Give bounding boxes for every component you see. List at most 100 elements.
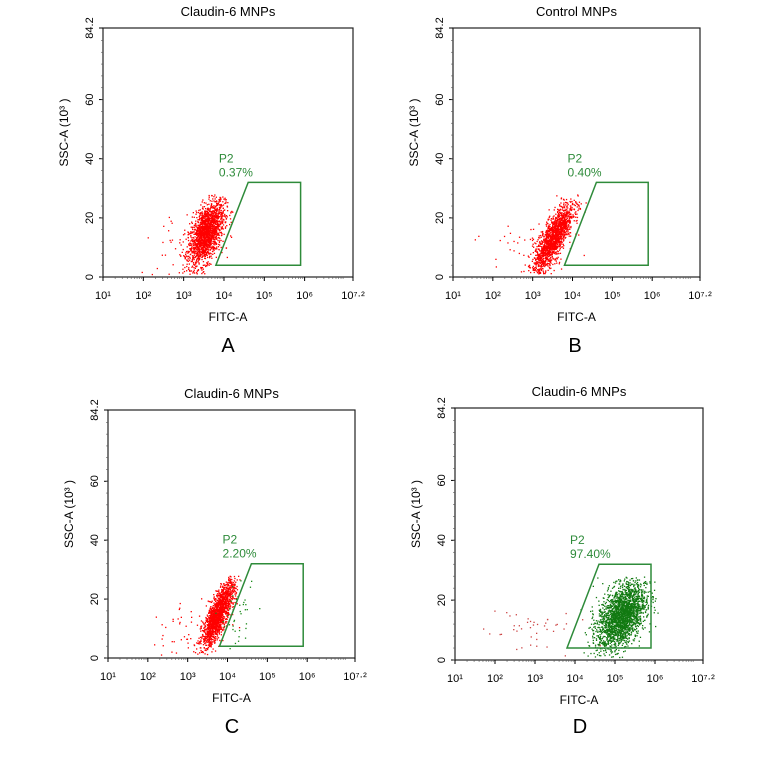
data-point: [199, 209, 201, 211]
data-point: [205, 232, 208, 234]
data-point: [539, 259, 541, 261]
data-point: [218, 621, 220, 624]
data-point: [211, 233, 213, 235]
data-point: [203, 234, 205, 236]
data-point: [567, 203, 569, 206]
data-point: [202, 232, 204, 234]
data-point: [578, 204, 580, 207]
data-point: [196, 211, 198, 214]
data-point: [201, 251, 203, 254]
data-point: [210, 646, 212, 648]
data-point: [195, 256, 197, 258]
data-point: [207, 208, 210, 211]
data-point: [550, 240, 552, 242]
data-point: [201, 211, 203, 213]
data-point: [567, 229, 569, 231]
data-point: [206, 238, 208, 240]
data-point: [189, 259, 191, 261]
data-point: [211, 231, 214, 233]
data-point: [564, 218, 566, 220]
data-point: [206, 204, 208, 206]
data-point: [552, 232, 554, 234]
data-point: [555, 251, 557, 253]
x-axis-label: FITC-A: [209, 310, 248, 324]
data-point: [222, 604, 224, 606]
data-point: [562, 243, 564, 245]
data-point: [559, 244, 561, 246]
data-point: [204, 629, 206, 631]
data-point: [207, 226, 209, 228]
data-point: [197, 211, 200, 214]
data-point: [562, 214, 564, 216]
data-point: [182, 264, 184, 266]
data-point: [218, 199, 220, 201]
data-point: [218, 240, 221, 242]
data-point: [238, 575, 240, 577]
data-point: [207, 631, 209, 634]
data-point: [550, 259, 552, 261]
data-point: [141, 271, 143, 274]
data-point: [560, 258, 562, 260]
data-point: [227, 583, 229, 585]
data-point: [207, 263, 209, 265]
data-point: [223, 622, 225, 624]
data-point: [207, 646, 210, 649]
data-point: [225, 605, 227, 607]
data-point: [547, 256, 549, 258]
data-point: [208, 194, 210, 197]
data-point: [538, 270, 540, 272]
data-point: [561, 218, 563, 220]
data-point: [202, 221, 204, 223]
data-point: [214, 244, 216, 246]
data-point: [197, 231, 199, 233]
data-point: [198, 244, 200, 246]
data-point: [548, 247, 550, 250]
data-point: [540, 252, 542, 255]
data-point: [214, 201, 216, 203]
data-point: [218, 613, 220, 615]
data-point: [513, 240, 515, 243]
data-point: [543, 254, 545, 256]
data-point: [189, 256, 191, 258]
data-point: [228, 576, 230, 579]
data-point: [200, 235, 202, 237]
data-point: [549, 223, 551, 226]
data-point: [201, 267, 204, 269]
data-point: [210, 236, 212, 238]
data-point: [537, 253, 539, 255]
data-point: [536, 262, 538, 264]
data-point: [222, 204, 225, 206]
data-point: [575, 211, 577, 213]
data-point: [188, 255, 190, 257]
data-point: [571, 215, 573, 217]
data-point: [558, 225, 560, 227]
data-point: [231, 210, 233, 213]
data-point: [205, 243, 207, 245]
data-point: [197, 224, 199, 226]
data-point: [207, 644, 209, 646]
data-point: [576, 216, 579, 219]
data-point: [543, 264, 545, 266]
data-point: [201, 234, 204, 236]
data-point: [541, 247, 543, 249]
data-point: [552, 223, 554, 225]
data-point: [553, 235, 556, 237]
data-point: [196, 273, 198, 275]
data-point: [560, 225, 562, 227]
data-point: [532, 258, 534, 261]
data-point: [545, 251, 547, 253]
data-point: [543, 249, 545, 251]
data-point: [209, 625, 211, 627]
data-point: [208, 213, 211, 216]
data-point: [559, 224, 561, 226]
data-point: [220, 204, 222, 206]
data-point: [547, 263, 550, 265]
data-point: [539, 241, 541, 243]
data-point: [184, 257, 186, 259]
data-point: [208, 600, 210, 603]
data-point: [554, 228, 556, 231]
data-point: [540, 252, 542, 254]
data-point: [559, 234, 562, 236]
data-point: [220, 227, 222, 229]
data-point: [216, 232, 218, 234]
